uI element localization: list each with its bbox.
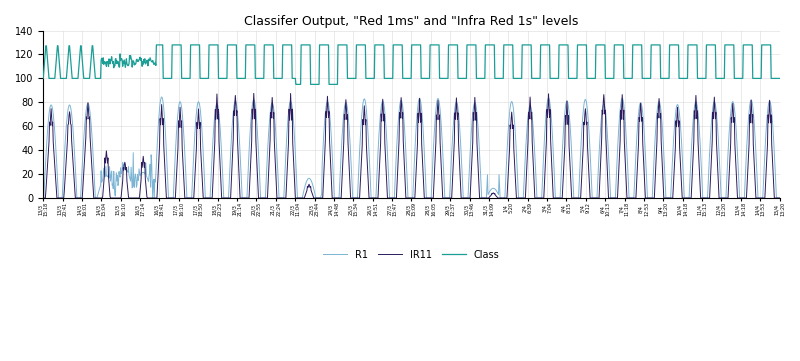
Line: Class: Class: [43, 45, 779, 84]
IR11: [764, 110, 774, 114]
Class: [637, 43, 646, 47]
IR11: [774, 196, 784, 200]
Class: [774, 76, 784, 81]
Legend: R1, IR11, Class: R1, IR11, Class: [319, 246, 503, 264]
R1: [774, 196, 784, 200]
R1: [379, 101, 389, 106]
R1: [764, 100, 774, 104]
IR11: [217, 196, 226, 200]
R1: [426, 196, 435, 200]
Class: [379, 76, 389, 81]
Class: [151, 43, 161, 47]
IR11: [379, 119, 389, 123]
R1: [636, 101, 646, 105]
Class: [293, 82, 302, 87]
Class: [38, 76, 48, 81]
IR11: [293, 196, 302, 200]
IR11: [636, 108, 646, 112]
IR11: [38, 196, 48, 200]
R1: [157, 95, 166, 99]
Title: Classifer Output, "Red 1ms" and "Infra Red 1s" levels: Classifer Output, "Red 1ms" and "Infra R…: [244, 15, 578, 28]
Line: R1: R1: [43, 97, 779, 198]
Class: [426, 43, 435, 47]
Class: [765, 43, 774, 47]
R1: [293, 196, 302, 200]
R1: [38, 196, 48, 200]
IR11: [249, 91, 258, 96]
Class: [291, 82, 301, 87]
Line: IR11: IR11: [43, 93, 779, 198]
Class: [218, 76, 227, 81]
R1: [218, 162, 227, 167]
IR11: [426, 196, 435, 200]
